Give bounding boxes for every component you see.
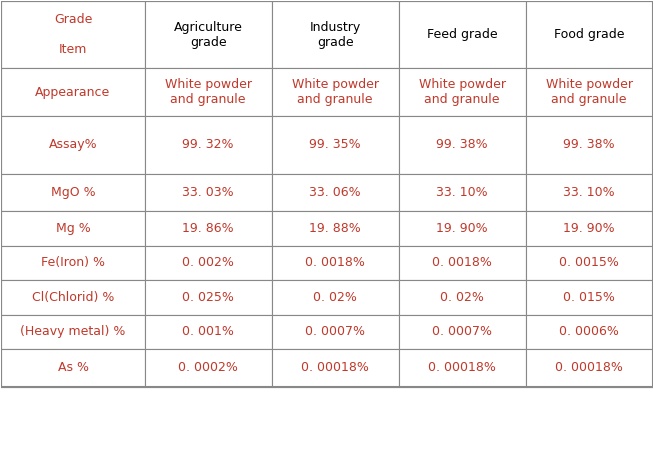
Bar xyxy=(526,349,653,387)
Text: 0. 0018%: 0. 0018% xyxy=(432,256,492,269)
Text: 19. 86%: 19. 86% xyxy=(182,222,234,235)
Text: 0. 001%: 0. 001% xyxy=(182,325,234,338)
Bar xyxy=(526,211,653,246)
Text: 33. 03%: 33. 03% xyxy=(182,186,234,199)
Text: 0. 02%: 0. 02% xyxy=(440,291,484,304)
Bar xyxy=(271,174,399,211)
Text: Food grade: Food grade xyxy=(554,28,625,41)
Bar xyxy=(145,211,271,246)
Bar xyxy=(145,1,271,68)
Bar xyxy=(1,246,145,280)
Bar xyxy=(145,280,271,315)
Bar xyxy=(1,68,145,116)
Text: Assay%: Assay% xyxy=(48,139,97,152)
Bar xyxy=(271,349,399,387)
Bar xyxy=(399,315,526,349)
Bar xyxy=(145,116,271,174)
Text: 33. 10%: 33. 10% xyxy=(563,186,615,199)
Text: 99. 32%: 99. 32% xyxy=(182,139,234,152)
Bar xyxy=(399,211,526,246)
Text: As %: As % xyxy=(58,361,88,374)
Text: Cl(Chlorid) %: Cl(Chlorid) % xyxy=(32,291,114,304)
Text: White powder
and granule: White powder and granule xyxy=(292,78,379,106)
Text: Mg %: Mg % xyxy=(56,222,90,235)
Text: 0. 0006%: 0. 0006% xyxy=(559,325,619,338)
Text: Fe(Iron) %: Fe(Iron) % xyxy=(41,256,105,269)
Text: 99. 38%: 99. 38% xyxy=(436,139,488,152)
Bar xyxy=(526,280,653,315)
Text: 19. 90%: 19. 90% xyxy=(563,222,615,235)
Text: 0. 00018%: 0. 00018% xyxy=(301,361,369,374)
Bar xyxy=(399,68,526,116)
Text: 0. 015%: 0. 015% xyxy=(563,291,615,304)
Bar xyxy=(526,68,653,116)
Bar xyxy=(526,315,653,349)
Bar xyxy=(145,349,271,387)
Text: 99. 38%: 99. 38% xyxy=(563,139,615,152)
Bar xyxy=(526,174,653,211)
Text: 19. 88%: 19. 88% xyxy=(309,222,361,235)
Text: MgO %: MgO % xyxy=(51,186,95,199)
Bar xyxy=(1,315,145,349)
Bar xyxy=(1,280,145,315)
Text: 99. 35%: 99. 35% xyxy=(309,139,361,152)
Text: 0. 02%: 0. 02% xyxy=(313,291,357,304)
Bar xyxy=(1,1,145,68)
Bar xyxy=(526,1,653,68)
Text: (Heavy metal) %: (Heavy metal) % xyxy=(20,325,126,338)
Bar xyxy=(399,116,526,174)
Text: Feed grade: Feed grade xyxy=(427,28,498,41)
Text: 33. 06%: 33. 06% xyxy=(309,186,361,199)
Bar xyxy=(145,315,271,349)
Bar xyxy=(1,174,145,211)
Text: Grade

Item: Grade Item xyxy=(54,13,92,56)
Bar xyxy=(271,280,399,315)
Bar xyxy=(145,174,271,211)
Bar xyxy=(399,174,526,211)
Bar xyxy=(399,1,526,68)
Bar xyxy=(145,68,271,116)
Bar xyxy=(399,246,526,280)
Text: 19. 90%: 19. 90% xyxy=(436,222,488,235)
Text: 0. 025%: 0. 025% xyxy=(182,291,234,304)
Bar xyxy=(271,1,399,68)
Text: White powder
and granule: White powder and granule xyxy=(419,78,506,106)
Text: White powder
and granule: White powder and granule xyxy=(165,78,252,106)
Text: 0. 0007%: 0. 0007% xyxy=(305,325,365,338)
Text: 0. 00018%: 0. 00018% xyxy=(428,361,496,374)
Text: 0. 00018%: 0. 00018% xyxy=(555,361,623,374)
Text: Industry
grade: Industry grade xyxy=(309,21,361,49)
Text: 0. 0018%: 0. 0018% xyxy=(305,256,365,269)
Bar xyxy=(1,349,145,387)
Bar xyxy=(526,246,653,280)
Text: 0. 002%: 0. 002% xyxy=(182,256,234,269)
Bar xyxy=(1,116,145,174)
Text: 0. 0015%: 0. 0015% xyxy=(559,256,619,269)
Bar xyxy=(271,211,399,246)
Bar xyxy=(1,211,145,246)
Text: Appearance: Appearance xyxy=(35,85,111,98)
Text: Agriculture
grade: Agriculture grade xyxy=(174,21,243,49)
Bar xyxy=(145,246,271,280)
Text: 0. 0002%: 0. 0002% xyxy=(178,361,238,374)
Bar xyxy=(271,116,399,174)
Bar xyxy=(526,116,653,174)
Bar xyxy=(271,68,399,116)
Text: 0. 0007%: 0. 0007% xyxy=(432,325,492,338)
Bar xyxy=(271,315,399,349)
Bar xyxy=(399,349,526,387)
Bar xyxy=(1,1,653,387)
Bar xyxy=(271,246,399,280)
Bar xyxy=(399,280,526,315)
Text: White powder
and granule: White powder and granule xyxy=(545,78,632,106)
Text: 33. 10%: 33. 10% xyxy=(436,186,488,199)
